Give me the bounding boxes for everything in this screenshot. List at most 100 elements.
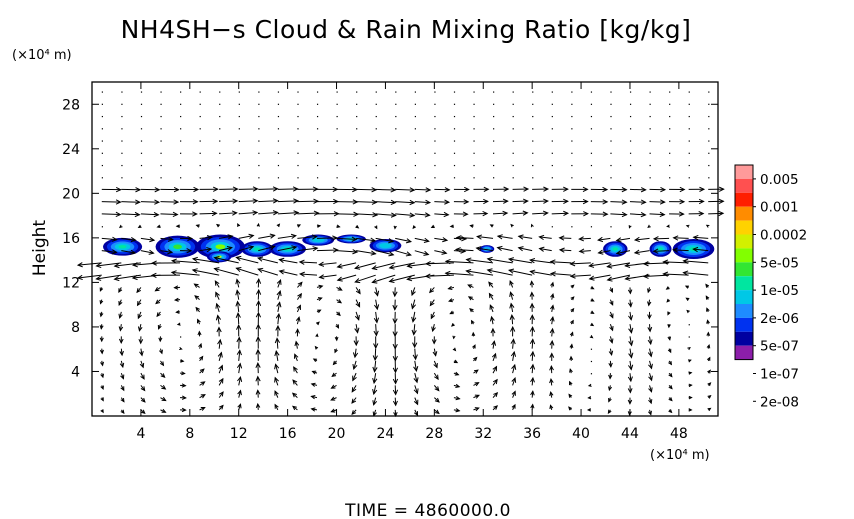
wind-arrow-head — [336, 263, 343, 269]
wind-arrow-shaft — [299, 261, 317, 264]
wind-arrow — [496, 245, 513, 252]
wind-arrow-shaft — [508, 269, 533, 276]
wind-dot — [199, 140, 201, 142]
wind-arrow-shaft — [395, 250, 411, 256]
wind-dot — [101, 226, 103, 228]
wind-arrow-shaft — [96, 262, 122, 267]
wind-arrow-head — [406, 276, 413, 282]
wind-arrow-head — [628, 327, 634, 334]
wind-arrow-shaft — [414, 250, 429, 256]
wind-arrow — [429, 287, 435, 294]
wind-arrow-head — [609, 313, 614, 319]
wind-dot — [453, 164, 456, 167]
wind-arrow — [140, 199, 161, 205]
wind-arrow-shaft — [683, 260, 709, 264]
wind-dot — [453, 115, 456, 118]
wind-arrow-head — [455, 408, 461, 413]
wind-arrow-head — [255, 311, 262, 318]
wind-dot — [375, 91, 377, 93]
wind-dot — [610, 177, 612, 179]
wind-arrow-head — [633, 236, 640, 243]
wind-arrow-head — [167, 236, 174, 242]
wind-arrow-head — [529, 314, 535, 321]
wind-arrow-head — [232, 186, 239, 192]
wind-arrow — [311, 370, 318, 375]
wind-arrow-head — [455, 235, 462, 241]
wind-arrow — [255, 300, 262, 312]
wind-arrow-shaft — [218, 339, 221, 349]
wind-dot — [258, 152, 260, 154]
wind-arrow — [235, 312, 241, 325]
wind-arrow-head — [235, 255, 242, 262]
wind-dot — [453, 177, 456, 179]
wind-dot — [512, 115, 514, 118]
wind-arrow-head — [431, 339, 437, 345]
wind-arrow — [140, 409, 146, 415]
wind-arrow-head — [467, 284, 473, 289]
wind-dot — [101, 115, 103, 118]
wind-arrow-shaft — [277, 290, 281, 300]
wind-arrow — [355, 287, 361, 295]
wind-arrow — [414, 212, 431, 218]
wind-arrow — [470, 319, 475, 325]
wind-arrow-head — [467, 296, 473, 301]
wind-arrow — [199, 368, 205, 374]
wind-arrow-head — [353, 340, 359, 347]
wind-arrow — [393, 225, 397, 230]
wind-arrow-shaft — [373, 397, 377, 405]
wind-arrow-head — [496, 245, 503, 252]
wind-dot — [180, 164, 182, 167]
wind-arrow-head — [213, 267, 220, 273]
wind-dot — [258, 164, 260, 167]
wind-dot — [473, 115, 475, 118]
wind-arrow-shaft — [663, 261, 689, 264]
wind-arrow — [374, 299, 380, 311]
wind-arrow-head — [464, 186, 470, 193]
wind-arrow — [76, 274, 102, 281]
wind-arrow-head — [522, 210, 529, 216]
wind-arrow-head — [549, 377, 554, 384]
wind-arrow-head — [388, 251, 395, 257]
wind-arrow — [316, 198, 339, 205]
wind-arrow-head — [510, 325, 516, 332]
wind-arrow — [597, 236, 611, 243]
wind-arrow-shaft — [199, 236, 212, 239]
wind-dot — [140, 91, 143, 93]
wind-arrow-head — [602, 186, 609, 193]
wind-arrow-head — [474, 407, 480, 412]
wind-arrow — [99, 287, 104, 292]
wind-dot — [532, 128, 534, 130]
wind-arrow-head — [118, 338, 124, 345]
wind-arrow-head — [195, 224, 200, 228]
wind-dot — [669, 152, 671, 154]
wind-arrow-shaft — [216, 303, 220, 313]
wind-arrow-head — [100, 409, 104, 414]
wind-arrow — [682, 258, 709, 264]
wind-arrow — [392, 348, 398, 362]
wind-arrow — [160, 236, 174, 242]
wind-arrow-head — [154, 187, 161, 193]
wind-arrow-head — [310, 394, 316, 400]
wind-arrow-head — [100, 385, 104, 390]
wind-dot — [708, 177, 710, 179]
wind-arrow — [235, 278, 241, 288]
wind-arrow — [99, 311, 104, 318]
wind-arrow-head — [374, 304, 380, 311]
wind-arrow-head — [568, 393, 573, 398]
wind-arrow-shaft — [445, 260, 474, 264]
wind-arrow-head — [134, 199, 141, 205]
wind-arrow-head — [140, 409, 146, 415]
wind-dot — [316, 177, 319, 179]
wind-dot — [375, 140, 377, 142]
wind-arrow-head — [473, 369, 479, 374]
wind-arrow — [199, 186, 219, 192]
wind-dot — [316, 140, 319, 142]
wind-arrow — [488, 281, 494, 288]
wind-arrow-shaft — [693, 236, 709, 239]
wind-dot — [610, 140, 612, 142]
wind-arrow-head — [578, 248, 585, 254]
wind-arrow-head — [99, 287, 104, 292]
wind-arrow-head — [337, 299, 343, 304]
wind-arrow-head — [590, 310, 595, 314]
wind-arrow-head — [187, 235, 194, 242]
